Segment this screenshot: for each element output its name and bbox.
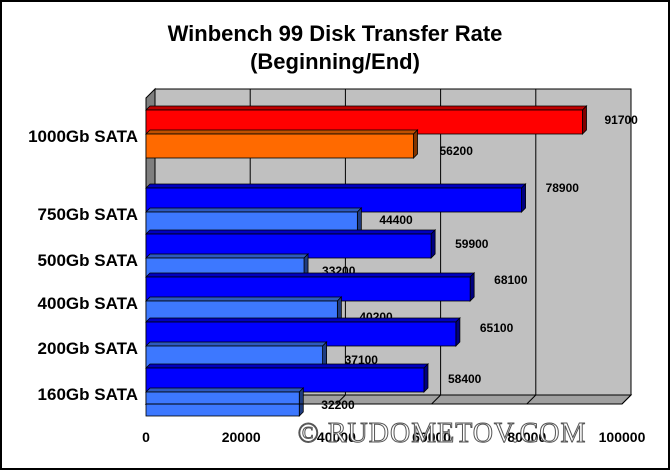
- bar-begin-side: [455, 317, 461, 347]
- data-label: 78900: [546, 181, 580, 195]
- bar-begin-side: [521, 183, 526, 213]
- bar-end-top: [145, 253, 309, 259]
- data-label: 65100: [480, 321, 514, 335]
- category-label: 400Gb SATA: [38, 294, 138, 313]
- bar-end-top: [145, 387, 305, 393]
- x-tick-label: 80000: [507, 429, 546, 445]
- category-label: 750Gb SATA: [38, 205, 138, 224]
- data-label: 68100: [494, 273, 528, 287]
- category-label: 1000Gb SATA: [28, 127, 138, 146]
- gridline-floor: [336, 394, 346, 405]
- watermark: © RUDOMETOV.COM: [298, 418, 587, 449]
- bar-end-top: [145, 129, 419, 135]
- x-tick-label: 20000: [222, 429, 261, 445]
- data-label: 59900: [455, 237, 489, 251]
- bar-begin-top: [145, 183, 527, 189]
- bar-begin-top: [145, 229, 437, 235]
- chart-title: Winbench 99 Disk Transfer Rate (Beginnin…: [2, 20, 668, 76]
- bar-end-top: [145, 341, 328, 347]
- data-label: 56200: [440, 144, 474, 158]
- x-tick-label: 0: [142, 429, 150, 445]
- x-tick-label: 60000: [412, 429, 451, 445]
- chart-title-main: Winbench 99 Disk Transfer Rate: [167, 21, 503, 46]
- x-tick-label: 100000: [599, 429, 646, 445]
- category-label: 160Gb SATA: [38, 385, 138, 404]
- bar-begin-top: [145, 272, 476, 278]
- bar-begin-side: [582, 105, 587, 135]
- gridline-floor: [621, 394, 632, 405]
- x-tick-label: 40000: [317, 429, 356, 445]
- data-label: 37100: [345, 353, 379, 367]
- bar-begin-side: [469, 272, 475, 302]
- category-label: 500Gb SATA: [38, 251, 138, 270]
- data-label: 58400: [448, 372, 482, 386]
- gridline-floor: [526, 394, 537, 405]
- bar-end: [145, 133, 414, 159]
- gridline-floor: [431, 394, 441, 405]
- bar-end-side: [413, 129, 418, 159]
- chart-subtitle: (Beginning/End): [250, 49, 420, 74]
- bar-begin-top: [145, 105, 588, 111]
- bar-end-top: [145, 207, 363, 213]
- bar-begin-side: [423, 363, 429, 393]
- bar-begin-top: [145, 363, 429, 369]
- data-label: 91700: [604, 113, 638, 127]
- category-label: 200Gb SATA: [38, 339, 138, 358]
- data-label: 32200: [321, 398, 355, 412]
- bar-end-side: [298, 387, 304, 417]
- bar-begin-side: [430, 229, 436, 259]
- bar-begin-top: [145, 317, 461, 323]
- bar-end-top: [145, 296, 343, 302]
- data-label: 44400: [379, 213, 413, 227]
